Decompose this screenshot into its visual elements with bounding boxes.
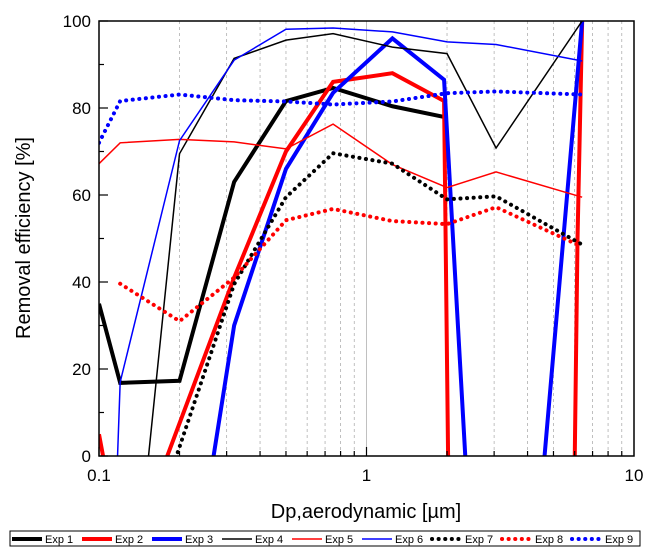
y-tick-label: 80 — [72, 99, 91, 118]
series-line-exp-2 — [99, 21, 585, 456]
legend-label: Exp 6 — [395, 534, 423, 546]
legend-label: Exp 5 — [325, 534, 353, 546]
legend-label: Exp 2 — [115, 534, 143, 546]
series-line-exp-4 — [147, 21, 583, 456]
series-line-exp-5 — [99, 123, 583, 198]
series-line-exp-8 — [118, 205, 585, 324]
x-tick-label: 0.1 — [87, 466, 111, 485]
legend-label: Exp 7 — [465, 534, 493, 546]
y-tick-label: 100 — [63, 12, 91, 31]
legend-label: Exp 8 — [535, 534, 563, 546]
y-tick-label: 40 — [72, 273, 91, 292]
y-tick-label: 0 — [82, 447, 91, 466]
x-axis-label: Dp,aerodynamic [µm] — [271, 501, 461, 523]
grid-lines — [179, 21, 623, 456]
legend-label: Exp 4 — [255, 534, 283, 546]
legend: Exp 1 Exp 2 Exp 3 Exp 4 Exp 5 Exp 6 Exp 7 Exp 8… — [9, 530, 641, 547]
legend-box — [9, 530, 641, 547]
series-line-exp-7 — [174, 151, 585, 456]
y-axis-label: Removal efficiency [%] — [13, 137, 35, 339]
y-tick-label: 60 — [72, 186, 91, 205]
series-lines — [99, 21, 585, 456]
series-line-exp-9 — [99, 89, 585, 145]
x-tick-label: 1 — [362, 466, 371, 485]
series-line-exp-3 — [211, 21, 585, 456]
legend-label: Exp 3 — [185, 534, 213, 546]
x-tick-label: 10 — [625, 466, 644, 485]
legend-label: Exp 9 — [605, 534, 633, 546]
legend-label: Exp 1 — [45, 534, 73, 546]
series-line-exp-6 — [116, 27, 583, 456]
y-tick-label: 20 — [72, 360, 91, 379]
